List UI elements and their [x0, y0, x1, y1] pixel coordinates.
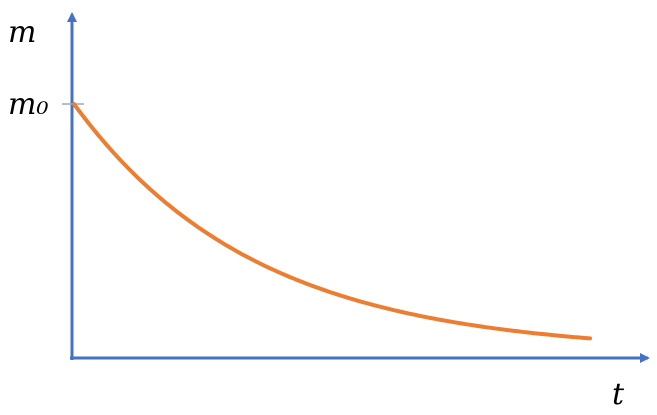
x-axis-label: t: [612, 377, 625, 412]
y-axis-label: m: [8, 15, 36, 50]
decay-curve: [72, 102, 592, 341]
initial-label: m₀: [8, 87, 48, 122]
